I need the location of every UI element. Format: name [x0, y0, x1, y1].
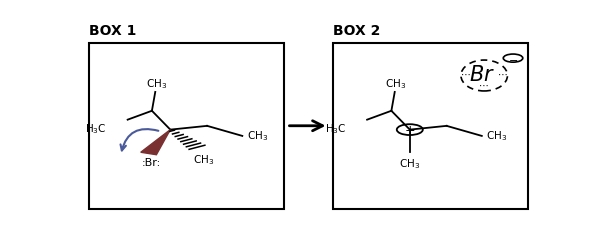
Text: ⋯: ⋯ — [498, 69, 508, 79]
Text: CH$_3$: CH$_3$ — [247, 128, 268, 142]
Text: H$_3$C: H$_3$C — [85, 122, 107, 136]
Text: $+$: $+$ — [404, 124, 415, 136]
Text: BOX 2: BOX 2 — [333, 24, 380, 38]
Text: ⋯: ⋯ — [461, 69, 470, 79]
Text: BOX 1: BOX 1 — [89, 24, 136, 38]
Bar — [333, 44, 529, 209]
Text: CH$_3$: CH$_3$ — [399, 156, 421, 170]
Text: CH$_3$: CH$_3$ — [193, 153, 214, 166]
Text: H$_3$C: H$_3$C — [325, 122, 346, 136]
Text: :Br:: :Br: — [141, 158, 161, 168]
Text: CH$_3$: CH$_3$ — [487, 128, 508, 142]
Bar — [89, 44, 284, 209]
Text: CH$_3$: CH$_3$ — [385, 77, 406, 91]
Polygon shape — [141, 130, 170, 155]
Text: CH$_3$: CH$_3$ — [146, 77, 167, 91]
Text: $\mathit{Br}$: $\mathit{Br}$ — [469, 64, 495, 84]
Text: $-$: $-$ — [508, 54, 518, 64]
Text: ⋯: ⋯ — [479, 81, 489, 91]
